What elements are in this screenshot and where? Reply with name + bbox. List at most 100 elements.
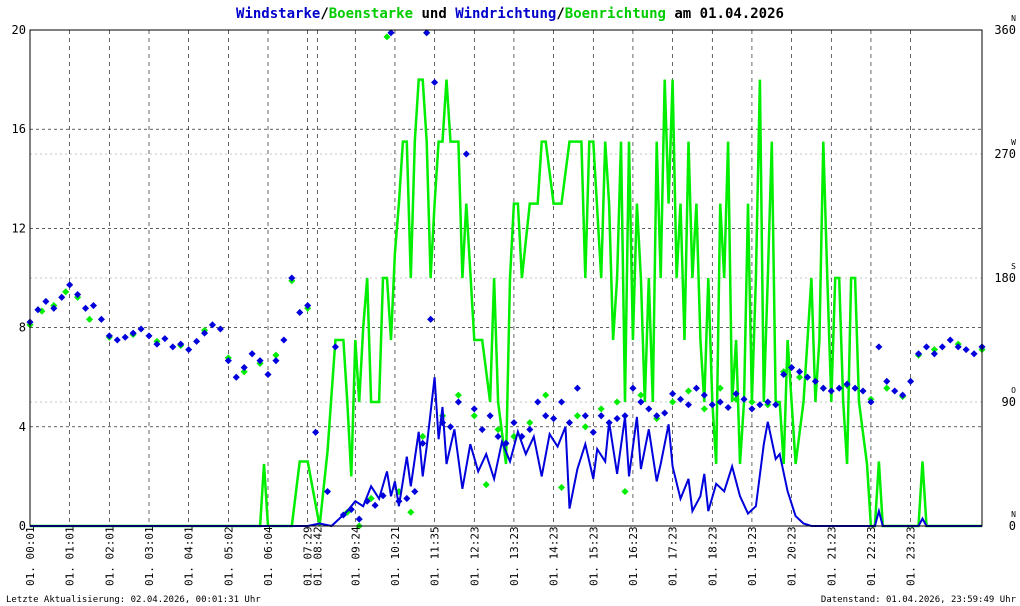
wind-direction-point [169,343,177,351]
gust-direction-point [883,384,891,392]
wind-direction-point [843,380,851,388]
title-windstarke: Windstarke [236,6,320,22]
compass-label: N [1011,510,1016,519]
wind-direction-point [208,321,217,329]
compass-label: O [1011,386,1016,395]
gust-direction-point [407,508,415,516]
wind-direction-point [661,409,669,417]
wind-direction-point [113,336,121,344]
wind-direction-point [883,377,891,385]
wind-direction-point [137,325,145,333]
wind-direction-point [795,368,804,376]
gust-direction-point [573,412,581,420]
x-tick-label: 01. 03:01 [143,526,156,586]
wind-direction-point [510,419,518,427]
compass-label: W [1011,138,1016,147]
wind-direction-point [899,391,907,399]
gust-direction-point [597,405,605,413]
wind-direction-point [423,29,431,37]
gust-direction-point [240,368,248,376]
wind-direction-point [153,340,161,348]
compass-label: N [1011,14,1016,23]
compass-label: S [1011,262,1016,271]
wind-direction-point [129,329,137,337]
wind-direction-point [224,357,232,365]
wind-direction-point [446,423,455,431]
y-left-tick-label: 12 [12,221,26,235]
x-tick-label: 01. 13:23 [508,526,521,586]
x-tick-label: 01. 18:23 [706,526,719,586]
wind-direction-point [827,387,835,395]
y-right-tick-label: 0 [1009,519,1016,533]
gust-direction-point [494,426,502,434]
gust-direction-point [85,315,94,323]
wind-direction-point [403,494,411,502]
wind-direction-point [819,384,827,392]
wind-direction-point [240,364,248,372]
wind-direction-point [613,414,621,423]
wind-direction-point [669,390,677,398]
wind-direction-point [411,488,419,496]
wind-direction-point [379,492,387,500]
wind-direction-point [42,297,50,305]
wind-direction-point [811,377,819,385]
wind-direction-point [653,412,661,420]
gust-direction-point [419,432,427,440]
gust-direction-point [795,373,804,381]
wind-direction-point [323,488,332,496]
y-right-tick-label: 270 [994,147,1016,161]
wind-direction-point [34,306,42,314]
wind-direction-point [597,412,605,420]
wind-direction-point [946,336,954,344]
wind-direction-point [708,401,716,409]
wind-direction-point [470,405,478,413]
wind-direction-point [922,343,931,351]
wind-direction-point [74,290,82,299]
wind-direction-point [185,346,193,354]
gust-direction-point [62,288,70,296]
wind-direction-point [89,302,98,310]
wind-direction-point [550,414,558,423]
y-right-tick-label: 180 [994,271,1016,285]
wind-direction-point [462,150,470,158]
plot-frame [29,29,983,527]
wind-direction-point [756,401,764,409]
wind-direction-point [264,370,272,378]
wind-direction-point [732,390,740,398]
wind-direction-point [534,398,542,406]
wind-direction-point [621,412,629,420]
wind-direction-point [288,274,296,282]
y-right-tick-label: 90 [1002,395,1016,409]
gust-direction-point [383,33,391,41]
gust-direction-point [930,346,938,354]
x-tick-label: 01. 06:04 [262,526,275,586]
wind-direction-point [740,395,748,403]
y-left-tick-label: 16 [12,122,26,136]
y-right-tick-label: 360 [994,23,1016,37]
x-tick-label: 01. 05:02 [222,526,235,586]
wind-direction-point [637,398,645,406]
wind-direction-point [526,426,534,434]
wind-direction-point [66,281,74,289]
wind-direction-point [431,78,439,86]
wind-direction-point [764,398,772,406]
title-date: am 01.04.2026 [666,6,784,22]
wind-speed-line [30,377,982,528]
x-tick-label: 01. 02:01 [103,526,116,586]
gust-direction-point [526,419,534,427]
wind-direction-point [772,401,780,409]
wind-direction-point [573,384,581,392]
wind-direction-point [339,511,347,519]
wind-direction-point [58,293,66,301]
wind-direction-point [145,332,153,340]
gust-direction-point [716,384,724,392]
wind-direction-point [914,350,923,358]
gust-direction-point [700,405,708,413]
wind-direction-point [296,308,304,316]
wind-direction-point [565,419,574,427]
wind-direction-point [724,403,732,412]
title-windrichtung: Windrichtung [455,6,556,22]
wind-direction-point [486,412,494,420]
x-tick-label: 01. 01:01 [64,526,77,586]
